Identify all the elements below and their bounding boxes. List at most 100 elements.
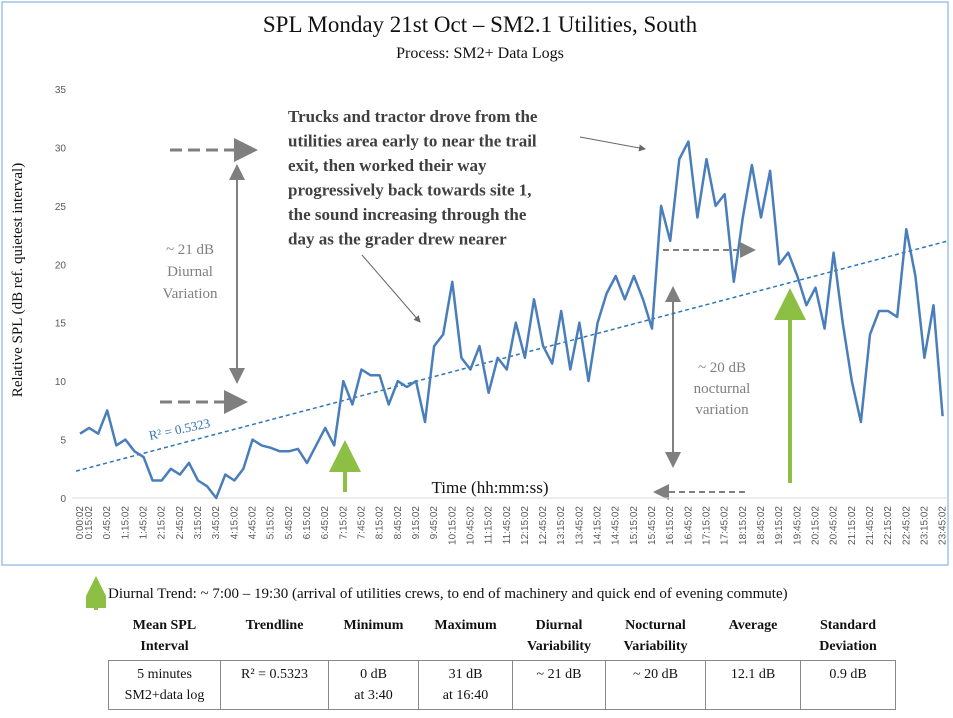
x-tick-label: 16:45:02 — [683, 506, 694, 545]
x-tick-label: 20:45:02 — [829, 506, 840, 545]
annotation-text: day as the grader drew nearer — [288, 230, 507, 249]
pointer — [361, 254, 421, 323]
cell-text: Standard — [819, 618, 877, 633]
cell-text: Diurnal — [535, 618, 583, 633]
cell-text: Deviation — [819, 639, 877, 654]
x-tick-label: 4:45:02 — [248, 506, 259, 540]
trendline — [75, 240, 949, 472]
table-cell: 12.1 dB — [705, 660, 801, 710]
x-tick-label: 22:15:02 — [883, 506, 894, 545]
x-tick-label: 13:45:02 — [574, 506, 585, 545]
x-tick-label: 11:15:02 — [484, 506, 495, 545]
cell-text: R² = 0.5323 — [241, 667, 308, 682]
x-tick-label: 9:15:02 — [411, 506, 422, 540]
annotation-text: variation — [695, 402, 749, 418]
table-cell: Average — [705, 612, 801, 661]
table-cell: 5 minutes SM2+data log — [108, 660, 221, 710]
annotation-text: nocturnal — [694, 381, 751, 397]
table-cell: Minimum — [328, 612, 419, 661]
x-tick-label: 1:15:02 — [120, 506, 131, 540]
x-tick-label: 7:45:02 — [356, 506, 367, 540]
x-tick-label: 10:15:02 — [447, 506, 458, 545]
annotation-text: progressively back towards site 1, — [288, 181, 532, 200]
summary-table: Mean SPL Interval Trendline Minimum Maximum D… — [108, 612, 896, 710]
x-tick-label: 7:15:02 — [338, 506, 349, 540]
table-cell: 0.9 dB — [800, 660, 896, 710]
x-tick-label: 6:45:02 — [320, 506, 331, 540]
y-tick-label: 10 — [55, 377, 67, 388]
header-row: Mean SPL Interval Trendline Minimum Maximum D… — [108, 612, 896, 661]
x-tick-label: 2:15:02 — [157, 506, 168, 540]
annotation-text: Diurnal — [167, 264, 213, 280]
table-cell: R² = 0.5323 — [220, 660, 329, 710]
x-tick-label: 15:15:02 — [629, 506, 640, 545]
cell-text: Variability — [623, 639, 688, 654]
x-tick-label: 13:15:02 — [556, 506, 567, 545]
annotation-arrows — [160, 136, 806, 500]
cell-text: Trendline — [245, 618, 304, 633]
table-cell: ~ 20 dB — [605, 660, 706, 710]
table-cell: Nocturnal Variability — [605, 612, 706, 661]
cell-text: ~ 20 dB — [633, 667, 678, 682]
cell-text: Nocturnal — [625, 618, 686, 633]
cell-text: Maximum — [434, 618, 497, 633]
cell-text: at 16:40 — [442, 688, 489, 703]
x-tick-label: 14:45:02 — [611, 506, 622, 545]
cell-text: ~ 21 dB — [536, 667, 582, 682]
chart: SPL Monday 21st Oct – SM2.1 Utilities, S… — [1, 1, 949, 566]
x-tick-label: 10:45:02 — [465, 506, 476, 545]
table-cell: ~ 21 dB — [512, 660, 606, 710]
x-tick-label: 3:15:02 — [193, 506, 204, 540]
cell-text: Interval — [140, 639, 189, 654]
x-tick-label: 22:45:02 — [901, 506, 912, 545]
annotation-text: Variation — [163, 286, 218, 302]
cell-text: 31 dB — [448, 667, 483, 682]
x-tick-label: 19:15:02 — [774, 506, 785, 545]
cell-text: 0.9 dB — [829, 667, 867, 682]
x-tick-label: 23:45:02 — [938, 506, 949, 545]
x-tick-label: 16:15:02 — [665, 506, 676, 545]
table-cell: Diurnal Variability — [512, 612, 606, 661]
x-tick-label: 0:15:02 — [84, 506, 95, 540]
x-tick-label: 12:45:02 — [538, 506, 549, 545]
chart-title: SPL Monday 21st Oct – SM2.1 Utilities, S… — [263, 12, 698, 37]
x-tick-label: 5:15:02 — [266, 506, 277, 540]
annotation-text: ~ 21 dB — [166, 242, 214, 258]
cell-text: Minimum — [343, 618, 404, 633]
x-tick-label: 5:45:02 — [284, 506, 295, 540]
legend-arrow — [86, 576, 106, 610]
y-tick-label: 20 — [55, 260, 67, 271]
cell-text: Mean SPL — [132, 618, 197, 633]
y-tick-label: 0 — [60, 494, 66, 505]
x-tick-label: 18:45:02 — [756, 506, 767, 545]
y-tick-label: 15 — [55, 319, 67, 330]
data-row: 5 minutes SM2+data log R² = 0.5323 0 dB at 3… — [108, 660, 896, 710]
annotation-text: the sound increasing through the — [288, 205, 527, 224]
cell-text: 12.1 dB — [730, 667, 776, 682]
annotation-text: utilities area early to near the trail — [288, 132, 537, 151]
cell-text: Variability — [526, 639, 592, 654]
x-tick-label: 21:15:02 — [847, 506, 858, 545]
cell-text: SM2+data log — [124, 688, 205, 703]
x-tick-label: 14:15:02 — [593, 506, 604, 545]
x-tick-label: 17:15:02 — [702, 506, 713, 545]
x-tick-label: 1:45:02 — [139, 506, 150, 540]
table-cell: 0 dB at 3:40 — [328, 660, 419, 710]
cell-text: at 3:40 — [354, 688, 393, 703]
x-tick-label: 0:45:02 — [102, 506, 113, 540]
table-cell: 31 dB at 16:40 — [418, 660, 513, 710]
x-tick-label: 12:15:02 — [520, 506, 531, 545]
data-line — [79, 140, 944, 500]
table-cell: Trendline — [220, 612, 329, 661]
x-axis-label: Time (hh:mm:ss) — [432, 478, 549, 497]
x-tick-label: 9:45:02 — [429, 506, 440, 540]
cell-text: Average — [728, 618, 778, 633]
x-tick-label: 23:15:02 — [919, 506, 930, 545]
table-cell: Maximum — [418, 612, 513, 661]
x-tick-label: 15:45:02 — [647, 506, 658, 545]
x-tick-label: 20:15:02 — [810, 506, 821, 545]
table-cell: Mean SPL Interval — [108, 612, 221, 661]
pointer — [579, 136, 646, 152]
x-tick-label: 0:00:02 — [75, 506, 86, 540]
